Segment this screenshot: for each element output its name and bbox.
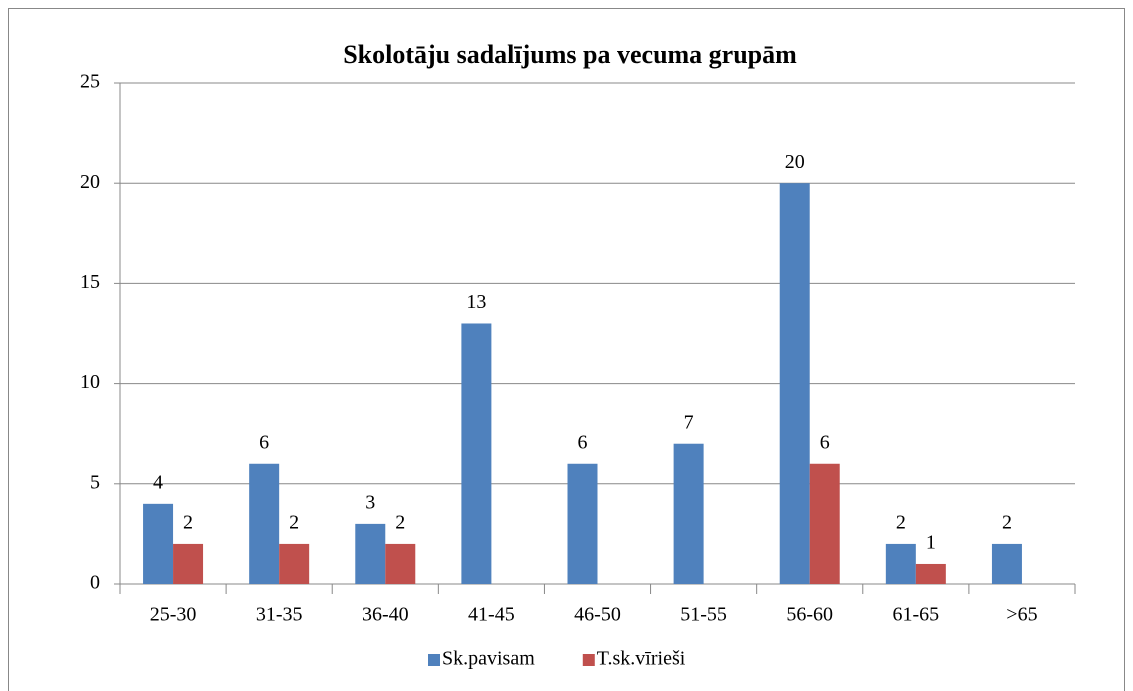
- data-label: 2: [183, 512, 193, 534]
- y-tick-label: 25: [80, 71, 100, 93]
- bar: [779, 183, 810, 584]
- data-label: 13: [466, 291, 486, 313]
- y-tick-label: 0: [90, 572, 100, 594]
- y-tick-label: 10: [80, 371, 100, 393]
- y-tick-label: 20: [80, 171, 100, 193]
- bar: [249, 463, 280, 584]
- data-label: 6: [259, 431, 269, 453]
- x-tick-label: 25-30: [150, 604, 197, 626]
- x-tick-label: 46-50: [574, 604, 621, 626]
- bar: [915, 563, 946, 584]
- x-tick-label: >65: [1006, 604, 1037, 626]
- x-tick-label: 56-60: [786, 604, 833, 626]
- data-label: 2: [896, 512, 906, 534]
- chart-title: Skolotāju sadalījums pa vecuma grupām: [343, 40, 797, 69]
- y-tick-label: 5: [90, 471, 100, 493]
- data-label: 6: [820, 431, 830, 453]
- bar: [809, 463, 840, 584]
- bar: [173, 543, 204, 584]
- data-label: 4: [153, 471, 163, 493]
- bar: [567, 463, 598, 584]
- bar: [991, 543, 1022, 584]
- x-tick-label: 61-65: [892, 604, 939, 626]
- y-tick-label: 15: [80, 271, 100, 293]
- bar: [885, 543, 916, 584]
- data-label: 2: [395, 512, 405, 534]
- bar: [461, 323, 492, 584]
- data-label: 2: [289, 512, 299, 534]
- bar: [279, 543, 310, 584]
- legend-swatch: [428, 654, 440, 666]
- chart-border: [8, 8, 1125, 691]
- x-tick-label: 51-55: [680, 604, 727, 626]
- data-label: 20: [785, 151, 805, 173]
- bar: [355, 523, 386, 584]
- data-label: 1: [926, 532, 936, 554]
- legend-swatch: [582, 654, 595, 666]
- legend-label: Sk.pavisam: [442, 648, 535, 670]
- bar: [143, 503, 174, 584]
- data-label: 7: [684, 411, 694, 433]
- data-label: 3: [365, 491, 375, 513]
- legend-label: T.sk.vīrieši: [597, 648, 686, 670]
- data-label: 2: [1002, 512, 1012, 534]
- bar: [673, 443, 704, 584]
- x-tick-label: 31-35: [256, 604, 303, 626]
- x-tick-label: 36-40: [362, 604, 409, 626]
- data-label: 6: [578, 431, 588, 453]
- x-tick-label: 41-45: [468, 604, 515, 626]
- bar: [385, 543, 416, 584]
